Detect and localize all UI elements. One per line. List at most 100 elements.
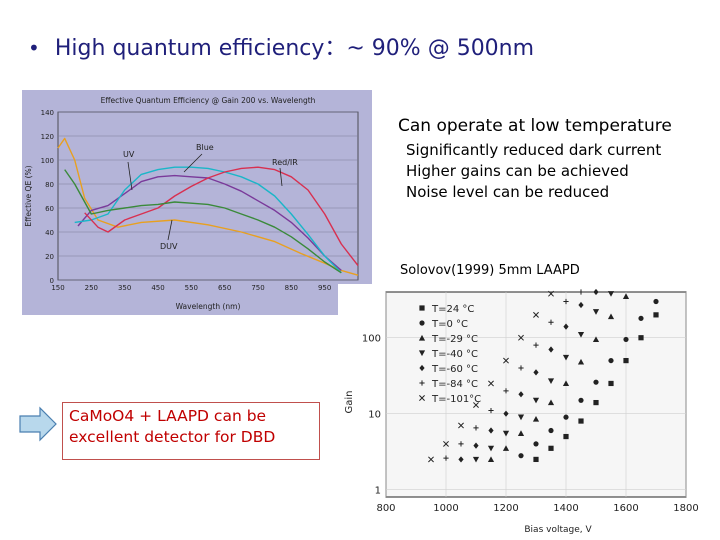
chart2-data-point xyxy=(607,291,615,297)
chart2-data-point xyxy=(578,397,584,403)
chart1-annotation-arrows xyxy=(127,153,283,241)
chart2-data-point xyxy=(533,456,539,463)
chart1-series-line-red-ir xyxy=(84,166,359,267)
chart2-data-point xyxy=(517,414,525,421)
chart2-data-point xyxy=(562,354,570,361)
chart2-legend-label: T=-29 °C xyxy=(431,334,478,345)
chart1-x-tick-label: 150 xyxy=(51,284,64,292)
chart2-data-point xyxy=(638,315,644,321)
chart1-series-line-duv xyxy=(57,137,359,276)
chart2-legend-marker xyxy=(419,320,425,326)
chart2-data-point xyxy=(502,430,510,437)
chart2-data-point xyxy=(503,410,509,417)
chart2-data-point xyxy=(503,388,509,394)
chart2-data-point xyxy=(548,319,554,325)
chart2-data-point xyxy=(473,442,479,449)
chart2-y-tick-label: 10 xyxy=(368,410,381,421)
quantum-efficiency-chart: 0 20 40 60 80 100 120 140 150 250 350 450 550 650 750 8… xyxy=(22,90,372,315)
temperature-notes: Can operate at low temperature Significa… xyxy=(398,116,708,203)
chart1-annotation-duv: DUV xyxy=(160,242,178,251)
chart2-data-point xyxy=(518,334,524,341)
chart2-data-point xyxy=(502,445,510,451)
chart2-legend-label: T=-84 °C xyxy=(431,379,478,390)
chart1-y-tick-label: 20 xyxy=(45,253,54,261)
chart2-data-point xyxy=(487,445,495,452)
chart2-data-point xyxy=(548,427,554,434)
chart2-data-point xyxy=(458,456,464,463)
chart2-legend-marker xyxy=(419,380,425,386)
headline-bullet-row: • High quantum efficiency：~ 90% @ 500nm xyxy=(28,30,534,62)
chart2-data-point xyxy=(592,336,600,343)
chart1-y-tick-label: 0 xyxy=(50,277,54,285)
chart2-legend-label: T=-40 °C xyxy=(431,349,478,360)
chart2-data-point xyxy=(578,289,584,295)
chart2-data-point xyxy=(592,309,600,315)
chart2-data-point xyxy=(578,418,584,424)
chart1-annotation-blue: Blue xyxy=(196,143,214,152)
chart2-legend: T=24 °C T=0 °C T=-29 °C T=-40 °C T=-60 °C T=-… xyxy=(418,304,481,405)
chart1-y-axis-label: Effective QE (%) xyxy=(24,165,33,226)
chart2-data-point xyxy=(608,380,614,387)
chart1-x-axis-label: Wavelength (nm) xyxy=(176,302,241,311)
chart2-data-point xyxy=(622,293,630,300)
chart2-data-point xyxy=(547,378,555,385)
chart2-data-point xyxy=(653,298,659,305)
chart2-data-point xyxy=(577,331,585,338)
chart2-data-point xyxy=(487,456,495,463)
chart2-y-tick-label: 100 xyxy=(362,334,381,345)
chart2-data-point xyxy=(623,336,629,343)
chart2-data-point xyxy=(593,379,599,385)
chart2-legend-label: T=0 °C xyxy=(431,319,468,330)
chart2-data-point xyxy=(548,290,554,297)
chart2-data-point xyxy=(458,441,464,447)
chart2-data-point xyxy=(563,433,569,440)
chart1-y-tick-label: 40 xyxy=(45,229,54,237)
chart2-data-point xyxy=(532,415,540,422)
chart2-data-point xyxy=(488,407,494,414)
gain-vs-bias-chart: 800 1000 1200 1400 1600 1800 1 10 100 T=24 °C T=0… xyxy=(338,284,703,536)
chart2-legend-marker xyxy=(419,395,425,401)
chart1-x-tick-label: 650 xyxy=(218,284,231,292)
chart2-data-point xyxy=(533,441,539,447)
chart1-y-tick-label: 120 xyxy=(41,133,54,141)
chart2-x-tick-label: 1000 xyxy=(433,503,458,514)
chart1-plot-area xyxy=(57,111,359,281)
chart2-data-point xyxy=(653,312,659,318)
callout-line-2: excellent detector for DBD xyxy=(69,428,276,446)
chart2-x-axis-label: Bias voltage, V xyxy=(524,525,592,535)
chart2-data-point xyxy=(472,456,480,463)
chart2-x-tick-label: 1800 xyxy=(673,503,698,514)
chart2-legend-marker xyxy=(419,364,425,372)
chart2-legend-label: T=24 °C xyxy=(431,304,474,315)
chart2-data-point xyxy=(563,323,569,330)
chart2-data-point xyxy=(607,313,615,320)
chart1-y-tick-label: 140 xyxy=(41,109,54,117)
chart2-data-point xyxy=(638,335,644,341)
chart2-x-tick-label: 1600 xyxy=(613,503,638,514)
chart1-x-tick-label: 850 xyxy=(285,284,298,292)
note-dark-current: Significantly reduced dark current xyxy=(406,141,662,159)
chart1-y-tick-label: 100 xyxy=(41,157,54,165)
chart2-data-point xyxy=(488,427,494,434)
chart2-data-point xyxy=(578,301,584,309)
callout-line-1: CaMoO4 + LAAPD can be xyxy=(69,407,267,425)
chart1-y-tick-label: 60 xyxy=(45,205,54,213)
chart2-data-point xyxy=(547,399,555,406)
chart1-series-line-blue xyxy=(74,166,342,274)
chart1-x-tick-label: 750 xyxy=(251,284,264,292)
chart1-x-tick-label: 950 xyxy=(318,284,331,292)
chart1-title: Effective Quantum Efficiency @ Gain 200 … xyxy=(101,96,316,105)
chart2-plot-area xyxy=(385,291,687,498)
chart2-data-point xyxy=(577,358,585,365)
chart2-legend-label: T=-60 °C xyxy=(431,364,478,375)
chart2-data-point xyxy=(563,298,569,305)
chart2-data-point xyxy=(443,455,449,461)
chart2-x-tick-label: 1400 xyxy=(553,503,578,514)
chart2-data-point xyxy=(563,414,569,420)
right-arrow-icon xyxy=(19,406,57,442)
low-temperature-heading: Can operate at low temperature xyxy=(398,116,672,136)
chart2-data-point xyxy=(473,425,479,431)
chart2-data-point xyxy=(623,357,629,364)
chart2-data-point xyxy=(518,453,524,459)
chart2-legend-marker xyxy=(418,350,426,357)
